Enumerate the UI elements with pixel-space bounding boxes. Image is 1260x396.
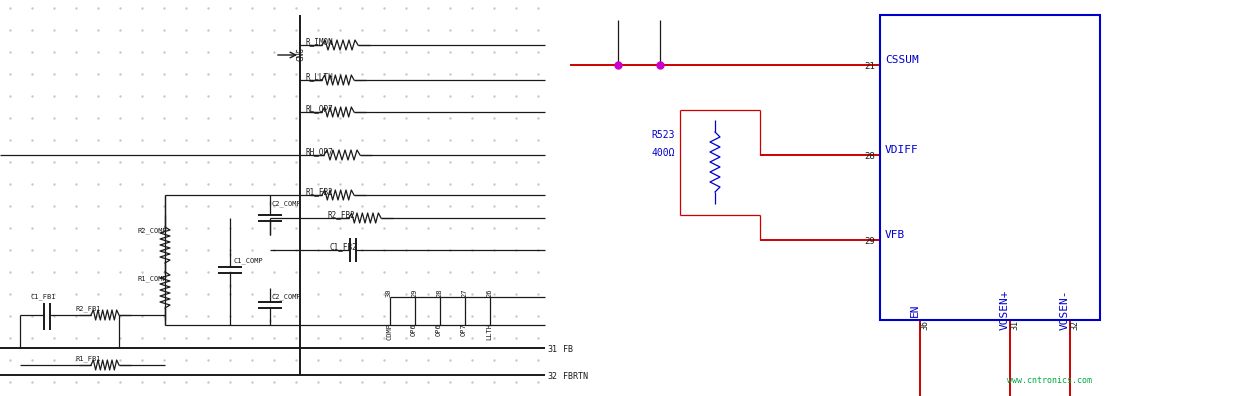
Text: www.cntronics.com: www.cntronics.com	[1008, 376, 1092, 385]
Text: 30: 30	[386, 289, 392, 297]
Text: CSSUM: CSSUM	[885, 55, 919, 65]
Text: 29: 29	[411, 289, 417, 297]
Text: R2_COMP: R2_COMP	[137, 227, 166, 234]
Text: 31: 31	[1011, 320, 1019, 330]
Text: R1_FB1: R1_FB1	[76, 355, 101, 362]
Text: C1_FB2: C1_FB2	[330, 242, 358, 251]
Bar	[879, 15, 1100, 320]
Text: 26: 26	[486, 289, 491, 297]
Text: 31: 31	[547, 345, 557, 354]
Text: RL_OP7: RL_OP7	[305, 104, 333, 113]
Text: 400Ω: 400Ω	[651, 148, 675, 158]
Text: VOSEN+: VOSEN+	[1000, 290, 1011, 330]
Text: R_IMON: R_IMON	[305, 37, 333, 46]
Text: R_LLTH: R_LLTH	[305, 72, 333, 81]
Text: 32: 32	[547, 372, 557, 381]
Text: C2_COMP: C2_COMP	[272, 200, 301, 207]
Text: R2_FB2: R2_FB2	[328, 210, 355, 219]
Text: C1_COMP: C1_COMP	[233, 257, 263, 264]
Text: 28: 28	[436, 289, 442, 297]
Text: R1_FB2: R1_FB2	[305, 187, 333, 196]
Text: FB: FB	[563, 345, 573, 354]
Text: R1_COMP: R1_COMP	[137, 275, 166, 282]
Text: LLTH: LLTH	[486, 323, 491, 340]
Text: 29: 29	[864, 237, 874, 246]
Text: COMP: COMP	[386, 323, 392, 340]
Text: 32: 32	[1070, 320, 1079, 330]
Text: VOSEN-: VOSEN-	[1060, 290, 1070, 330]
Text: 36: 36	[920, 320, 929, 330]
Text: 28: 28	[864, 152, 874, 161]
Text: VDIFF: VDIFF	[885, 145, 919, 155]
Text: R523: R523	[651, 130, 675, 140]
Text: VFB: VFB	[885, 230, 905, 240]
Text: OP6: OP6	[436, 323, 442, 336]
Text: RH_OP7: RH_OP7	[305, 147, 333, 156]
Text: C2_COMP: C2_COMP	[272, 293, 301, 300]
Text: FBRTN: FBRTN	[563, 372, 588, 381]
Text: OP6: OP6	[411, 323, 417, 336]
Text: C1_FB1: C1_FB1	[30, 293, 55, 300]
Text: 21: 21	[864, 62, 874, 71]
Text: R2_FB1: R2_FB1	[76, 305, 101, 312]
Text: EN: EN	[910, 303, 920, 317]
Text: CNG: CNG	[296, 47, 305, 61]
Text: OP7: OP7	[461, 323, 467, 336]
Text: 27: 27	[461, 289, 467, 297]
